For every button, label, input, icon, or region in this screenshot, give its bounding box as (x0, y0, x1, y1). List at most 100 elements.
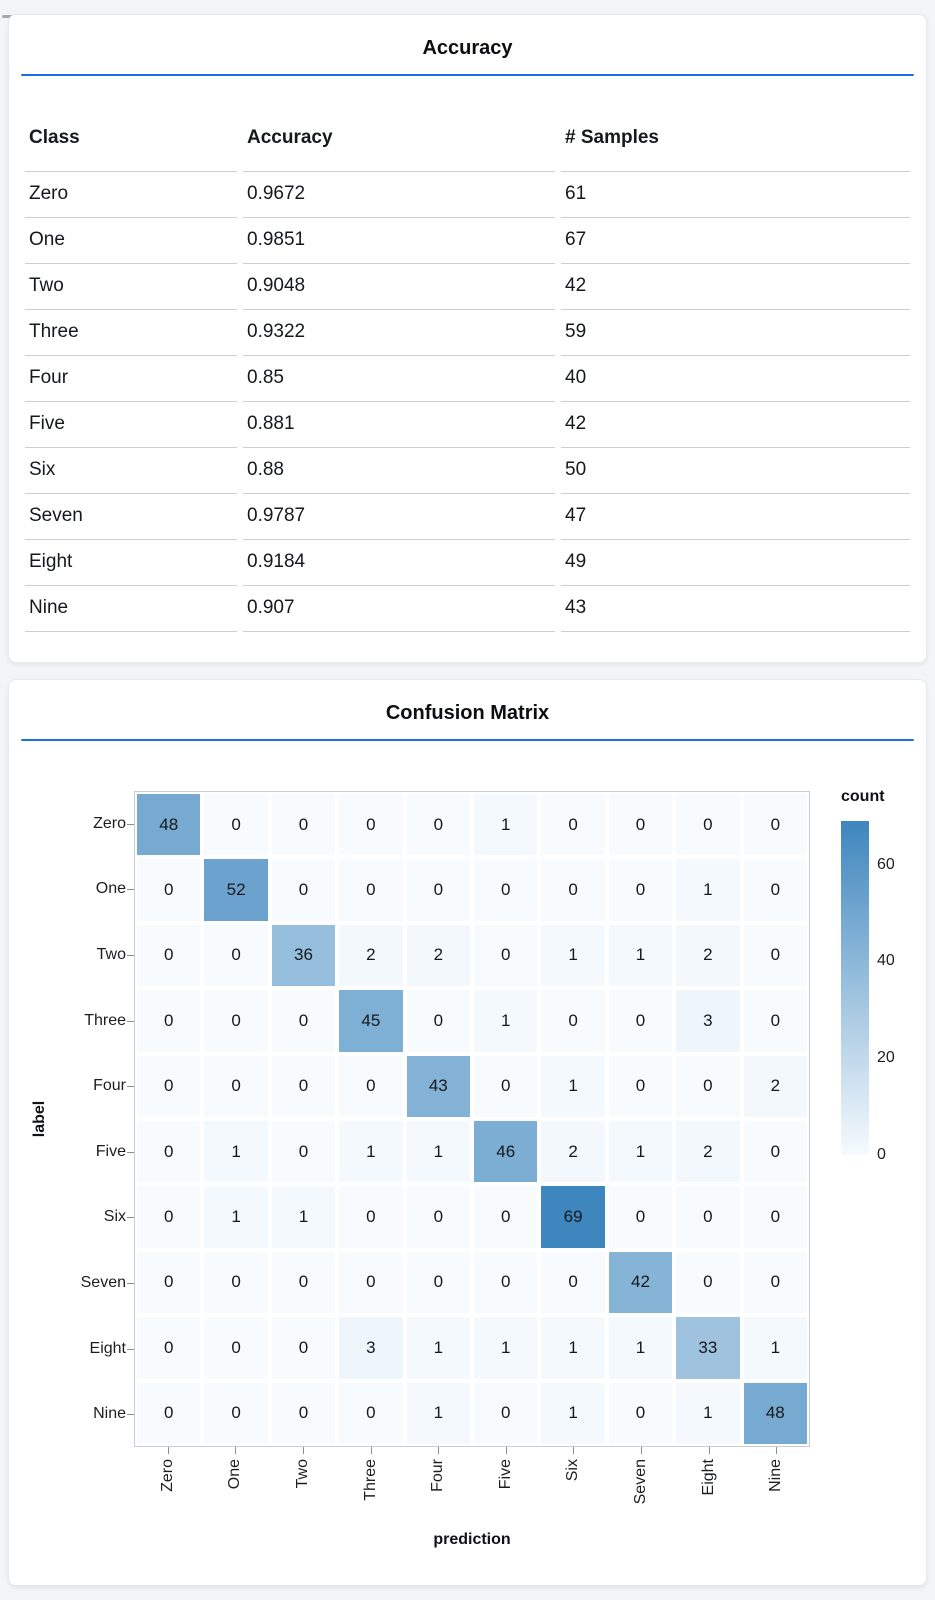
heatmap-cell: 0 (676, 794, 740, 856)
heatmap-cell: 0 (608, 794, 673, 856)
heatmap-cell: 0 (474, 924, 538, 987)
samples-cell: 47 (561, 493, 910, 539)
heatmap-cell: 1 (474, 1317, 538, 1379)
accuracy-table-header-row: Class Accuracy # Samples (25, 103, 910, 171)
x-axis-tick (167, 1447, 169, 1454)
y-axis-tick (127, 955, 134, 956)
accuracy-cell: 0.9672 (243, 171, 555, 217)
heatmap-cell: 1 (608, 1121, 673, 1183)
heatmap-cell: 69 (541, 1186, 605, 1248)
heatmap-cell: 1 (204, 1121, 268, 1183)
heatmap-cell: 52 (204, 859, 268, 921)
heatmap-cell: 0 (541, 1251, 605, 1314)
y-axis-label: Seven (80, 1274, 126, 1291)
heatmap-cell: 0 (339, 1055, 403, 1117)
accuracy-cell: 0.9851 (243, 217, 555, 263)
heatmap-cell: 0 (204, 1382, 268, 1444)
table-row: Four 0.85 40 (25, 355, 910, 401)
heatmap-cell: 43 (406, 1055, 470, 1117)
x-axis-tick (573, 1447, 575, 1454)
heatmap-cell: 2 (406, 924, 470, 987)
heatmap-cell: 48 (743, 1382, 807, 1444)
heatmap-cell: 1 (541, 924, 605, 987)
y-axis-tick (127, 1086, 134, 1088)
x-axis-label-text: Seven (632, 1459, 649, 1505)
heatmap-cell: 0 (339, 1251, 403, 1314)
class-cell: Eight (25, 539, 237, 585)
heatmap-cell: 0 (271, 794, 336, 856)
x-axis-tick (438, 1447, 440, 1454)
heatmap-cell: 1 (406, 1317, 470, 1379)
heatmap-cell: 0 (743, 1186, 807, 1248)
table-row: Eight 0.9184 49 (25, 539, 910, 585)
accuracy-card: Accuracy Class Accuracy # Samples Zero 0.96… (8, 14, 927, 663)
heatmap-cell: 0 (204, 1317, 268, 1379)
accuracy-cell: 0.9048 (243, 263, 555, 309)
accuracy-table-body: Zero 0.9672 61 One 0.9851 67 Two 0.9048 42 Three 0… (25, 171, 910, 632)
x-axis-tick (776, 1447, 778, 1454)
accuracy-cell: 0.88 (243, 447, 555, 493)
x-axis-title: prediction (433, 1531, 511, 1548)
class-cell: Two (25, 263, 237, 309)
heatmap-cell: 0 (676, 1251, 740, 1314)
heatmap-cell: 0 (743, 990, 807, 1052)
y-axis-label: Nine (93, 1405, 126, 1423)
x-axis-label-text: Zero (158, 1459, 176, 1492)
heatmap-cell: 0 (137, 1382, 201, 1444)
heatmap-cell: 0 (137, 1186, 201, 1248)
class-cell: Three (25, 309, 237, 355)
heatmap-cell: 0 (204, 924, 268, 987)
heatmap-cell: 0 (406, 1251, 470, 1314)
heatmap-cell: 3 (339, 1317, 403, 1379)
samples-cell: 42 (561, 401, 910, 447)
accuracy-title-divider (21, 74, 914, 76)
heatmap-cell: 0 (474, 1055, 538, 1117)
heatmap-cell: 0 (339, 1382, 403, 1444)
heatmap-cell: 0 (339, 794, 403, 856)
heatmap-cell: 0 (204, 990, 268, 1052)
table-row: Nine 0.907 43 (25, 585, 910, 632)
colorbar-title: count (841, 788, 885, 805)
x-axis-tick (708, 1447, 710, 1454)
x-axis-label-text: Nine (767, 1459, 785, 1492)
samples-cell: 50 (561, 447, 910, 493)
heatmap-cell: 0 (743, 859, 807, 921)
heatmap-plot-area: 48 0 0 0 0 1 0 0 0 0 0 52 0 0 0 0 0 0 1 0 0 0 36 2 2 0 1 1 2 0 0 0 0 45 0 1… (134, 791, 810, 1447)
y-axis-label: Six (103, 1208, 126, 1226)
y-axis-label: Zero (93, 814, 126, 832)
colorbar-tick-label: 60 (877, 855, 895, 873)
y-axis-label: Five (95, 1142, 126, 1160)
table-row: Three 0.9322 59 (25, 309, 910, 355)
heatmap-cell: 0 (541, 859, 605, 921)
colorbar-gradient (841, 821, 869, 1155)
accuracy-cell: 0.9322 (243, 309, 555, 355)
x-axis-label-text: Two (294, 1459, 311, 1489)
heatmap-cell: 0 (406, 859, 470, 921)
class-cell: Six (25, 447, 237, 493)
heatmap-cell: 0 (271, 859, 336, 921)
heatmap-cell: 1 (676, 859, 740, 921)
y-axis-tick (127, 889, 134, 891)
column-header: # Samples (565, 127, 659, 148)
heatmap-cells: 48 0 0 0 0 1 0 0 0 0 0 52 0 0 0 0 0 0 1 0 0 0 36 2 2 0 1 1 2 0 0 0 0 45 0 1… (135, 792, 809, 1446)
y-axis-label: Four (93, 1077, 126, 1095)
heatmap-cell: 1 (541, 1055, 605, 1117)
heatmap-cell: 2 (339, 924, 403, 987)
accuracy-cell: 0.881 (243, 401, 555, 447)
y-axis-tick (127, 823, 134, 825)
table-row: Two 0.9048 42 (25, 263, 910, 309)
x-axis-tick (303, 1447, 304, 1454)
accuracy-cell: 0.85 (243, 355, 555, 401)
table-row: One 0.9851 67 (25, 217, 910, 263)
heatmap-cell: 0 (474, 859, 538, 921)
samples-cell: 67 (561, 217, 910, 263)
accuracy-cell: 0.9184 (243, 539, 555, 585)
colorbar-tick-label: 20 (877, 1049, 895, 1067)
class-cell: Seven (25, 493, 237, 539)
table-row: Zero 0.9672 61 (25, 171, 910, 217)
heatmap-cell: 48 (137, 794, 201, 856)
class-cell: Nine (25, 585, 237, 632)
y-axis-tick (127, 1020, 134, 1022)
samples-cell: 42 (561, 263, 910, 309)
heatmap-cell: 0 (406, 990, 470, 1052)
